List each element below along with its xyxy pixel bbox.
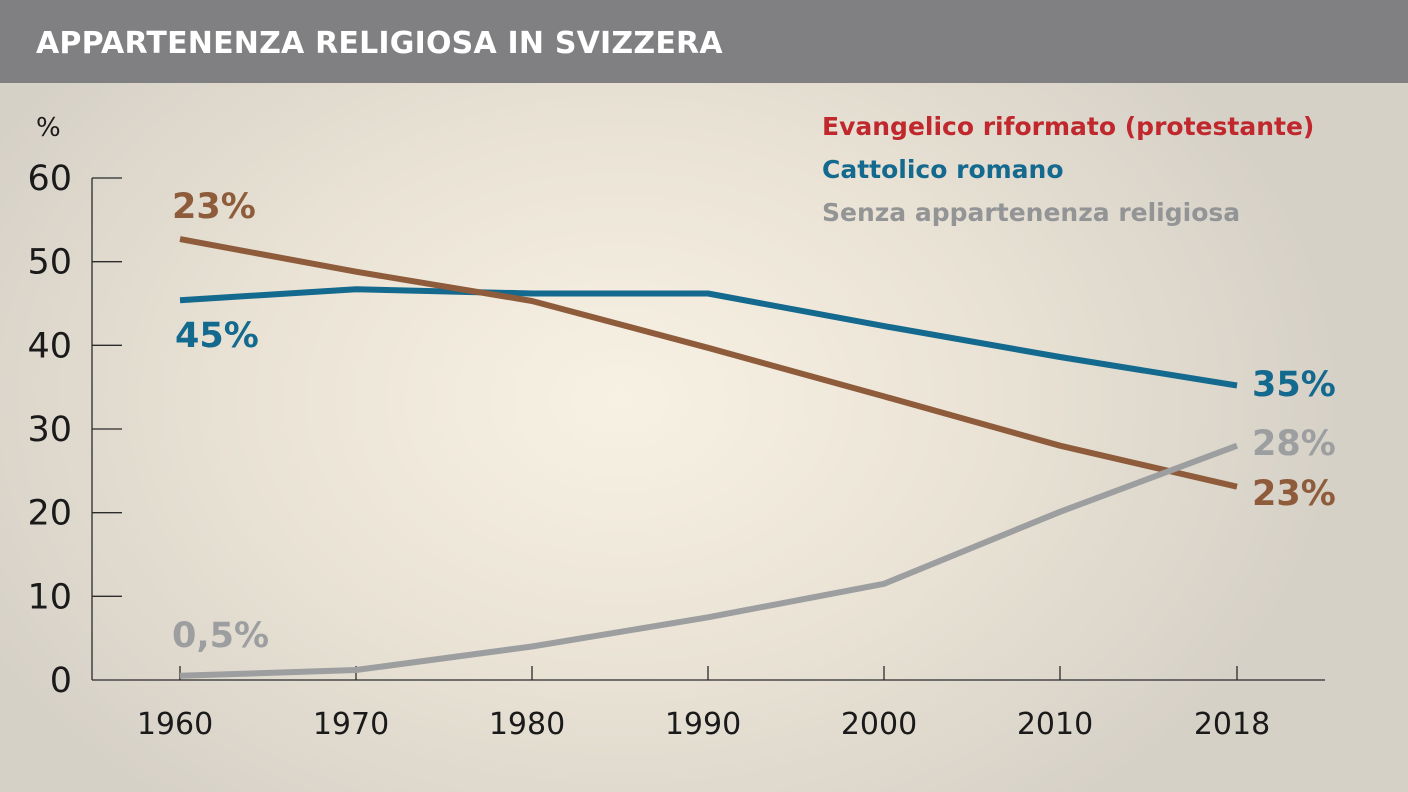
y-tick-label: 10 [27, 577, 72, 617]
legend-item-catholic: Cattolico romano [822, 155, 1064, 184]
header-bar: APPARTENENZA RELIGIOSA IN SVIZZERA [0, 0, 1408, 83]
x-tick-label: 2000 [841, 707, 917, 742]
y-tick-label: 60 [27, 159, 72, 199]
data-label-protestant-end: 23% [1252, 474, 1336, 514]
data-label-catholic-end: 35% [1252, 365, 1336, 405]
data-label-protestant-start: 23% [172, 187, 256, 227]
data-label-none-end: 28% [1252, 424, 1336, 464]
x-tick-label: 1990 [665, 707, 741, 742]
x-tick-label: 1980 [489, 707, 565, 742]
x-tick-label: 1970 [313, 707, 389, 742]
legend-item-none: Senza appartenenza religiosa [822, 198, 1240, 227]
y-axis-unit-label: % [36, 113, 61, 143]
x-tick-label: 2018 [1194, 707, 1270, 742]
data-label-catholic-start: 45% [175, 316, 259, 356]
y-tick-label: 50 [27, 243, 72, 283]
x-tick-label: 2010 [1017, 707, 1093, 742]
series-line-catholic [179, 286, 1238, 389]
chart-title: APPARTENENZA RELIGIOSA IN SVIZZERA [36, 26, 723, 61]
y-tick-label: 30 [27, 410, 72, 450]
x-tick-label: 1960 [137, 707, 213, 742]
data-label-none-start: 0,5% [172, 616, 269, 656]
y-tick-label: 0 [50, 661, 72, 701]
y-tick-label: 20 [27, 494, 72, 534]
legend-item-protestant: Evangelico riformato (protestante) [822, 112, 1314, 141]
y-tick-label: 40 [27, 326, 72, 366]
series-line-none [179, 442, 1239, 679]
